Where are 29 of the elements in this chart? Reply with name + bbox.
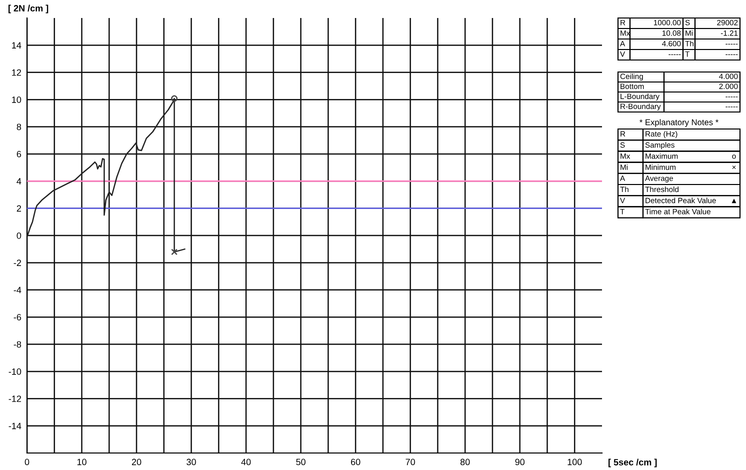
y-tick-label: 6 bbox=[16, 150, 22, 158]
y-tick-label: -14 bbox=[8, 422, 22, 430]
x-tick-label: 90 bbox=[515, 458, 525, 466]
y-tick-label: -10 bbox=[8, 368, 22, 375]
y-tick-label: 0 bbox=[16, 232, 22, 239]
y-tick-label: 8 bbox=[16, 124, 22, 130]
x-tick-label: 40 bbox=[241, 458, 251, 466]
x-tick-label: 20 bbox=[132, 458, 142, 466]
x-tick-label: 0 bbox=[24, 458, 30, 466]
y-axis-title: [ 2N /cm ] bbox=[8, 4, 48, 14]
x-tick-label: 70 bbox=[406, 458, 415, 466]
y-tick-label: 10 bbox=[12, 96, 22, 103]
x-tick-label: 60 bbox=[351, 458, 360, 466]
y-tick-label: 2 bbox=[16, 205, 21, 212]
text: * Explanatory Notes * bbox=[640, 119, 718, 127]
y-tick-label: -6 bbox=[14, 314, 22, 320]
x-tick-label: 10 bbox=[77, 458, 86, 466]
x-tick-label: 100 bbox=[568, 458, 582, 466]
x-axis-title: [ 5sec /cm ] bbox=[608, 458, 657, 468]
x-tick-label: 30 bbox=[186, 458, 196, 466]
y-tick-label: -2 bbox=[14, 260, 21, 266]
x-tick-label: 80 bbox=[460, 458, 470, 466]
y-tick-label: 4 bbox=[16, 178, 22, 184]
x-tick-label: 50 bbox=[296, 458, 306, 466]
y-tick-label: 14 bbox=[12, 42, 22, 48]
y-tick-label: -12 bbox=[8, 396, 21, 402]
y-tick-label: -8 bbox=[14, 341, 22, 348]
y-tick-label: -4 bbox=[14, 286, 22, 294]
y-tick-label: 12 bbox=[12, 69, 21, 76]
